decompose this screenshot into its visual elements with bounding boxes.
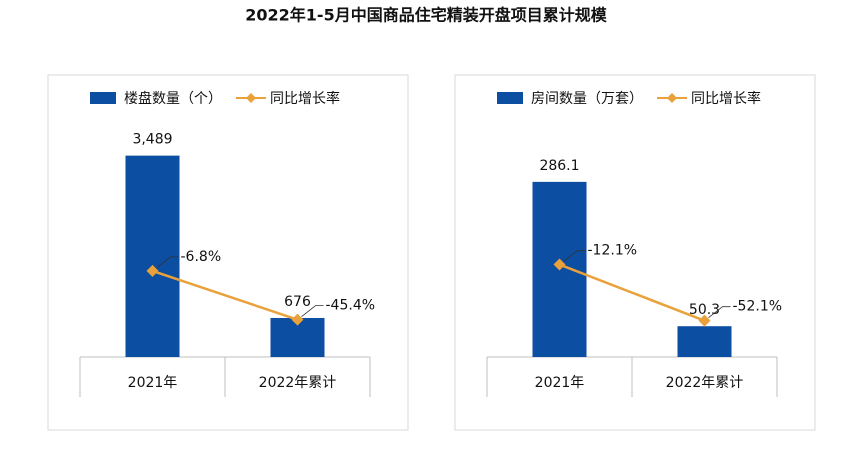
legend-swatch xyxy=(90,92,116,104)
data-label: -45.4% xyxy=(326,298,376,314)
legend-marker xyxy=(246,93,256,103)
leader-line xyxy=(156,256,179,269)
line xyxy=(152,269,298,321)
legend-label: 同比增长率 xyxy=(270,90,340,107)
legend-label: 房间数量（万套） xyxy=(531,91,643,107)
panel-frame xyxy=(454,74,816,431)
data-label: 286.1 xyxy=(539,158,579,174)
legend-swatch xyxy=(497,92,523,104)
leader-line xyxy=(708,306,731,318)
page-title: 2022年1-5月中国商品住宅精装开盘项目累计规模 xyxy=(245,6,607,25)
line xyxy=(559,263,705,322)
x-tick-label: 2022年累计 xyxy=(259,375,337,391)
data-label: 676 xyxy=(284,294,311,310)
x-tick-label: 2021年 xyxy=(128,375,178,391)
legend-marker xyxy=(667,93,677,103)
data-label: 3,489 xyxy=(132,132,172,148)
data-label: -6.8% xyxy=(181,249,222,265)
x-tick-label: 2022年累计 xyxy=(666,375,744,391)
data-label: -52.1% xyxy=(733,299,783,315)
line-marker xyxy=(291,313,304,326)
panel-frame xyxy=(47,74,409,431)
line-marker xyxy=(146,264,159,277)
bar xyxy=(125,155,180,357)
line-marker xyxy=(553,258,566,271)
leader-line xyxy=(563,250,586,262)
x-tick-label: 2021年 xyxy=(535,375,585,391)
line-marker xyxy=(698,314,711,327)
data-label: -12.1% xyxy=(588,243,638,259)
legend-label: 同比增长率 xyxy=(691,90,761,107)
legend-label: 楼盘数量（个） xyxy=(124,90,222,107)
bar xyxy=(677,326,732,357)
leader-line xyxy=(301,305,324,317)
